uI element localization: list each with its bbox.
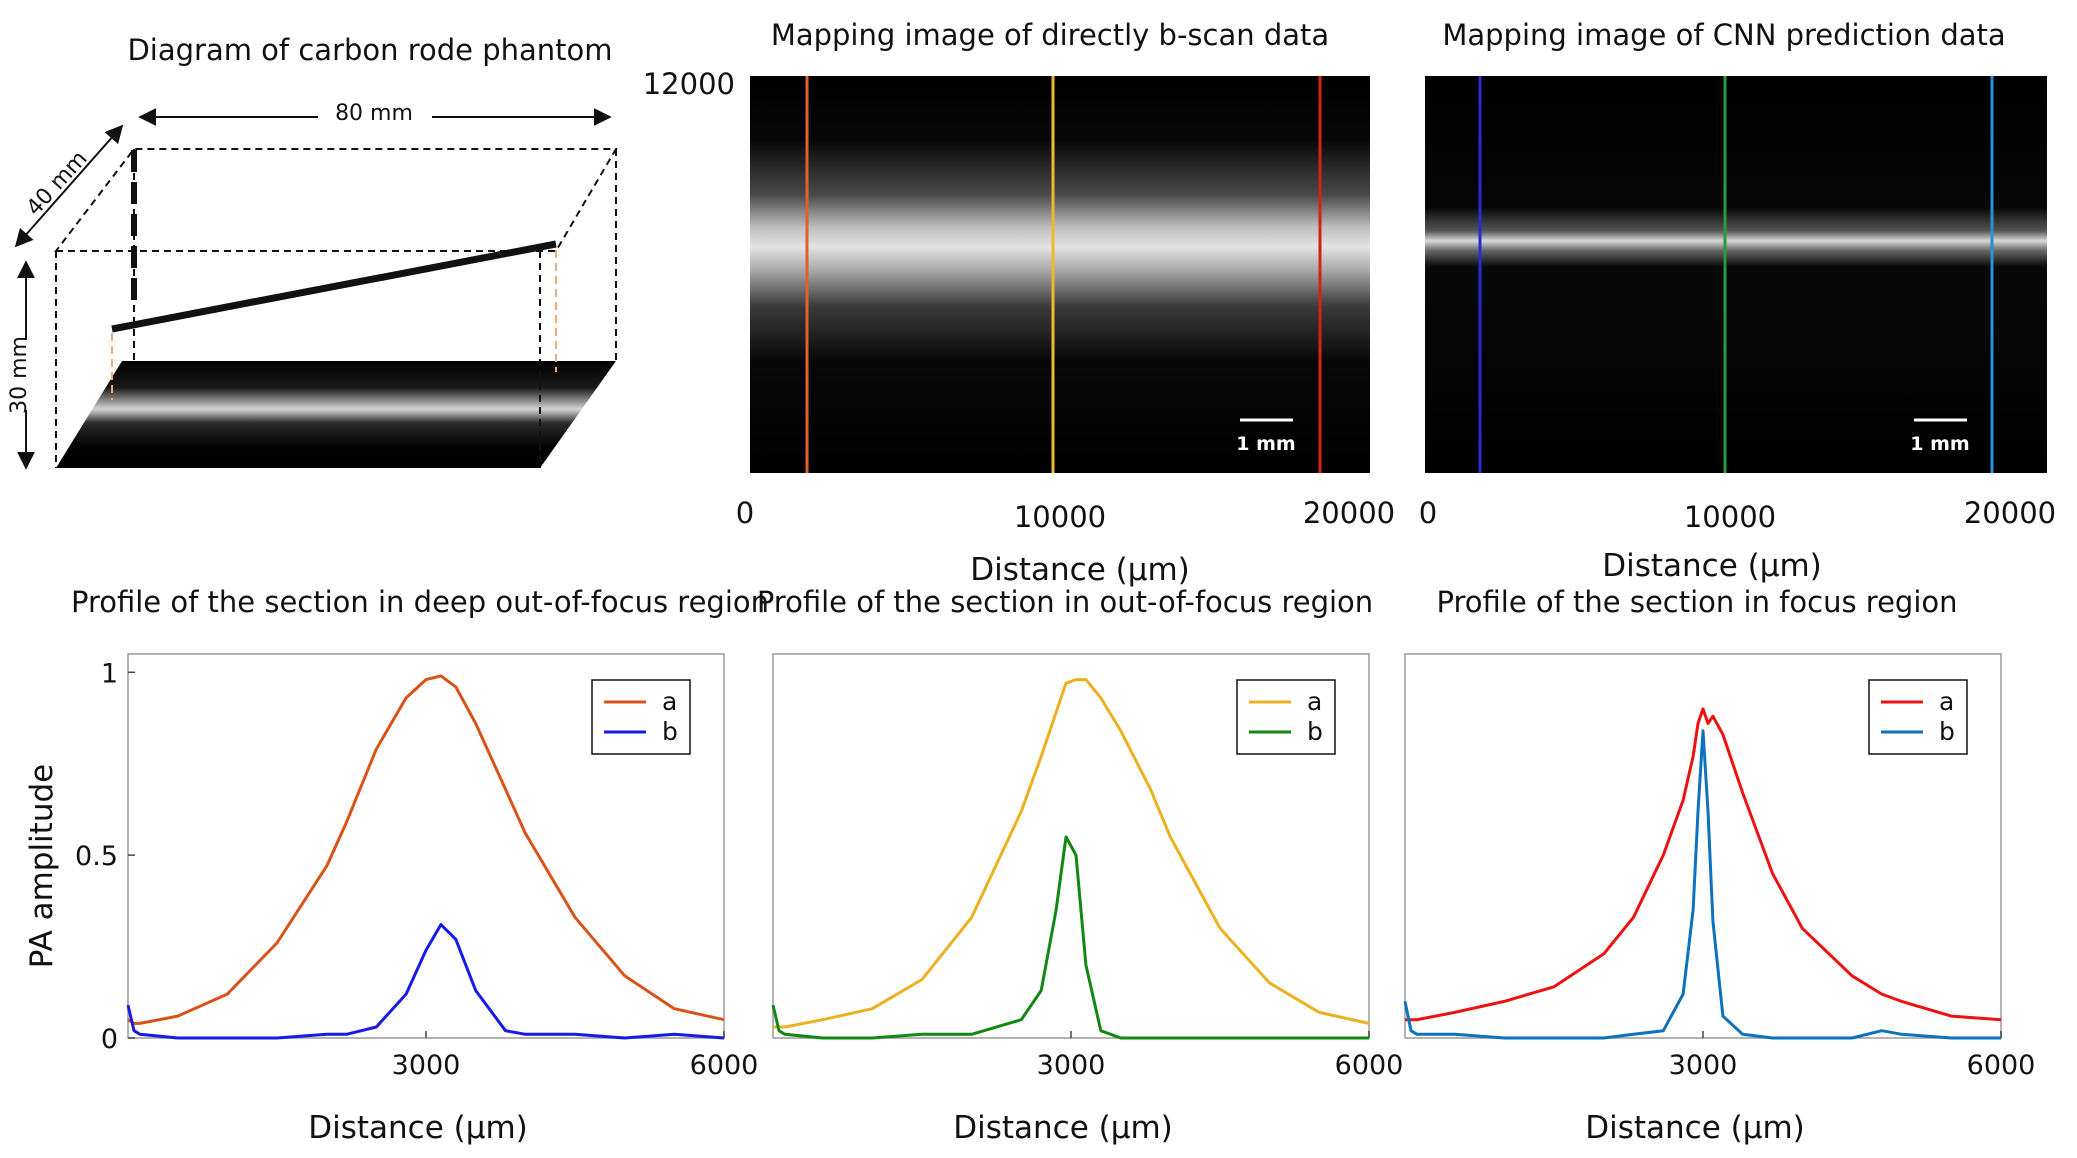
cnn-x-axis-label: Distance (μm): [1602, 548, 1822, 584]
cnn-scale-label: 1 mm: [1910, 433, 1969, 455]
plot-title: Profile of the section in deep out-of-fo…: [71, 585, 769, 619]
series-line-b: [126, 923, 725, 1040]
legend-box: [591, 679, 691, 755]
x-tick-label: 6000: [1335, 1050, 1404, 1081]
profile-plot-deep-out-of-focus: Profile of the section in deep out-of-fo…: [71, 585, 769, 1146]
x-tick-label: 3000: [1669, 1050, 1738, 1081]
phantom-diagram: Diagram of carbon rode phantom 80 mm 40 …: [7, 33, 618, 470]
plot-title: Profile of the section in focus region: [1436, 585, 1957, 619]
series-line-b: [771, 835, 1369, 1040]
bscan-map-panel: Mapping image of directly b-scan data 1 …: [643, 18, 1395, 588]
carbon-rod: [111, 240, 557, 333]
profile-y-axis-label: PA amplitude: [24, 764, 60, 968]
length-dimension-label: 80 mm: [335, 101, 413, 126]
profile-plot-focus: Profile of the section in focus region 30…: [1403, 585, 2036, 1146]
cnn-map-panel: Mapping image of CNN prediction data 1 m…: [1419, 18, 2056, 584]
series-line-b: [1403, 729, 2001, 1040]
cnn-map-title: Mapping image of CNN prediction data: [1442, 18, 2005, 52]
legend-label-b: b: [1939, 717, 1955, 746]
x-axis-label: Distance (μm): [953, 1110, 1173, 1146]
legend-box: [1236, 679, 1336, 755]
x-tick-label: 3000: [392, 1050, 461, 1081]
bscan-scale-label: 1 mm: [1236, 433, 1295, 455]
bscan-x-tick-20000: 20000: [1303, 496, 1395, 530]
profile-plot-out-of-focus: Profile of the section in out-of-focus r…: [757, 585, 1404, 1146]
series-line-a: [1405, 707, 2002, 1022]
bscan-map-image: [750, 76, 1370, 473]
legend-label-b: b: [662, 717, 678, 746]
phantom-box-outline: [53, 148, 618, 468]
bscan-map-title: Mapping image of directly b-scan data: [771, 18, 1329, 52]
legend-label-a: a: [1307, 687, 1322, 716]
y-tick-label: 0.5: [75, 841, 118, 872]
cnn-map-image: [1425, 76, 2047, 473]
cnn-x-tick-10000: 10000: [1684, 500, 1776, 534]
plot-title: Profile of the section in out-of-focus r…: [757, 585, 1373, 619]
x-tick-label: 6000: [690, 1050, 759, 1081]
legend-box: [1868, 679, 1968, 755]
y-tick-label: 0: [101, 1024, 118, 1055]
x-tick-label: 3000: [1037, 1050, 1106, 1081]
legend-label-a: a: [1939, 687, 1954, 716]
legend-label-a: a: [662, 687, 677, 716]
diagram-title: Diagram of carbon rode phantom: [127, 33, 612, 67]
y-tick-label: 1: [101, 658, 118, 689]
depth-dimension-arrow: [14, 124, 124, 248]
series-line-a: [127, 674, 725, 1025]
legend-label-b: b: [1307, 717, 1323, 746]
x-tick-label: 6000: [1967, 1050, 2036, 1081]
x-axis-label: Distance (μm): [1585, 1110, 1805, 1146]
series-line-a: [773, 678, 1370, 1029]
bscan-x-tick-10000: 10000: [1014, 500, 1106, 534]
height-dimension-label: 30 mm: [7, 336, 32, 414]
map-y-top-tick: 12000: [643, 67, 735, 101]
cnn-x-tick-0: 0: [1419, 496, 1437, 530]
bscan-x-axis-label: Distance (μm): [970, 552, 1190, 588]
x-axis-label: Distance (μm): [308, 1110, 528, 1146]
depth-dimension-label: 40 mm: [22, 146, 93, 221]
cnn-x-tick-20000: 20000: [1964, 496, 2056, 530]
bscan-x-tick-0: 0: [736, 496, 754, 530]
projected-image-bottom: [56, 361, 616, 468]
